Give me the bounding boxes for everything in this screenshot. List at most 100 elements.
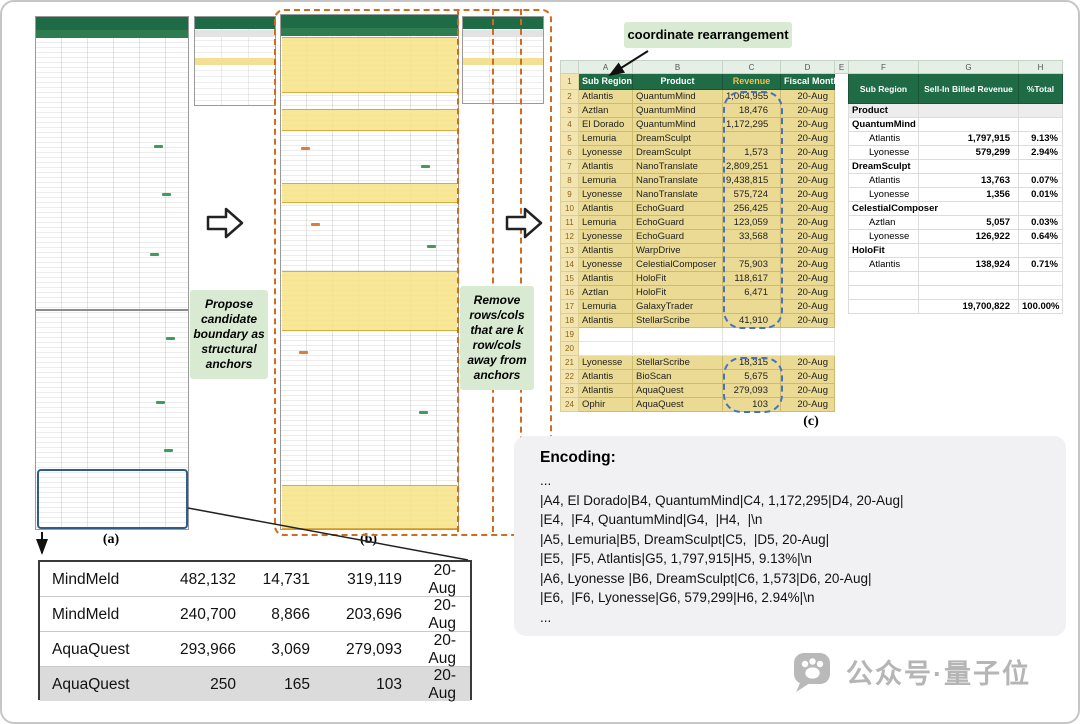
row-number: 5	[560, 131, 579, 146]
cell-sub-region: El Dorado	[578, 117, 633, 132]
sheet-row: 14 Lyonesse CelestialComposer 75,903 20-Aug A…	[560, 257, 1063, 272]
sheet-row: 5 Lemuria DreamSculpt 20-Aug Atlantis 1,797,9…	[560, 131, 1063, 146]
sheet-row: 24 Ophir AquaQuest 103 20-Aug	[560, 397, 1063, 412]
encoding-title: Encoding:	[540, 449, 616, 466]
cell-sub-region: Lemuria	[578, 131, 633, 146]
zoom-cell: AquaQuest	[52, 676, 130, 693]
sheet-row: 18 Atlantis StellarScribe 41,910 20-Aug	[560, 313, 1063, 328]
summary-label: QuantumMind	[848, 117, 919, 132]
row-number: 3	[560, 103, 579, 118]
anchor-row-highlight	[282, 109, 457, 131]
blank-cell	[918, 369, 1019, 384]
row-number: 22	[560, 369, 579, 384]
encoding-line: |A5, Lemuria|B5, DreamSculpt|C5, |D5, 20…	[540, 531, 830, 547]
cell-fiscal-month: 20-Aug	[780, 397, 835, 412]
blank-cell	[1018, 383, 1063, 398]
summary-label: Aztlan	[848, 215, 919, 230]
spacer-cell	[834, 271, 849, 286]
blank-cell	[1018, 341, 1063, 356]
blank-cell	[918, 397, 1019, 412]
header-cell: Product	[632, 73, 723, 90]
cell-fiscal-month: 20-Aug	[780, 383, 835, 398]
cell-product: DreamSculpt	[632, 131, 723, 146]
zoom-cell: 203,696	[345, 606, 402, 623]
summary-pct: 9.13%	[1018, 131, 1063, 146]
summary-highlight-row	[195, 58, 275, 65]
cell-highlight	[419, 411, 428, 414]
panel-label-c: (c)	[803, 414, 819, 429]
cell-fiscal-month: 20-Aug	[780, 117, 835, 132]
cell-product: StellarScribe	[632, 355, 723, 370]
summary-value: 19,700,822	[918, 299, 1019, 314]
spacer-cell	[834, 117, 849, 132]
row-number: 13	[560, 243, 579, 258]
blank-cell	[1018, 397, 1063, 412]
cell-highlight	[299, 351, 308, 354]
candidate-boundary-line	[492, 9, 494, 532]
spacer-cell	[834, 73, 849, 90]
sheet-grid	[36, 38, 188, 529]
summary-value	[918, 201, 1019, 216]
cell-product: CelestialComposer	[632, 257, 723, 272]
summary-pct: 2.94%	[1018, 145, 1063, 160]
cell-fiscal-month: 20-Aug	[780, 145, 835, 160]
blank-cell	[848, 397, 919, 412]
summary-pct	[1018, 271, 1063, 286]
cell-sub-region: Atlantis	[578, 369, 633, 384]
row-number: 2	[560, 89, 579, 104]
sheet-row: 3 Aztlan QuantumMind 18,476 20-Aug Product	[560, 103, 1063, 118]
summary-value	[918, 243, 1019, 258]
encoding-line: |A6, Lyonesse |B6, DreamSculpt|C6, 1,573…	[540, 570, 872, 586]
cell-sub-region: Atlantis	[578, 271, 633, 286]
summary-section-row	[195, 30, 275, 37]
cell-fiscal-month: 20-Aug	[780, 271, 835, 286]
spacer-cell	[834, 187, 849, 202]
summary-label	[848, 285, 919, 300]
cell-fiscal-month: 20-Aug	[780, 103, 835, 118]
panel-a-spreadsheet	[35, 16, 189, 530]
header-cell: Sell-In Billed Revenue	[918, 73, 1019, 104]
cell-revenue: 123,059	[722, 215, 781, 230]
sheet-corner	[560, 60, 579, 74]
zoom-cell: 20-Aug	[428, 562, 456, 597]
panel-b-spreadsheet	[280, 14, 459, 530]
cell-sub-region: Lyonesse	[578, 257, 633, 272]
anchor-row-highlight	[282, 183, 457, 203]
panel-a-summary-table	[194, 16, 276, 106]
zoom-cell: 250	[210, 676, 236, 693]
cell-fiscal-month: 20-Aug	[780, 369, 835, 384]
cell-sub-region: Lyonesse	[578, 187, 633, 202]
cell-highlight	[154, 145, 163, 148]
cell-revenue: 75,903	[722, 257, 781, 272]
cell-highlight	[156, 401, 165, 404]
cell-product: QuantumMind	[632, 117, 723, 132]
cell-sub-region: Atlantis	[578, 383, 633, 398]
cell-sub-region: Atlantis	[578, 89, 633, 104]
zoom-cell: 14,731	[262, 571, 310, 588]
summary-pct: 0.07%	[1018, 173, 1063, 188]
spacer-cell	[834, 89, 849, 104]
summary-label: Atlantis	[848, 131, 919, 146]
sheet-row: 19	[560, 327, 1063, 342]
cell-product: StellarScribe	[632, 313, 723, 328]
column-letter: A	[578, 60, 633, 74]
row-number: 19	[560, 327, 579, 342]
cell-product: EchoGuard	[632, 201, 723, 216]
blank-cell	[1018, 313, 1063, 328]
summary-value: 126,922	[918, 229, 1019, 244]
cell-fiscal-month: 20-Aug	[780, 243, 835, 258]
row-number: 6	[560, 145, 579, 160]
sheet-row: 8 Lemuria NanoTranslate 9,438,815 20-Aug Atla…	[560, 173, 1063, 188]
panel-b-summary-table	[462, 16, 544, 104]
row-number: 15	[560, 271, 579, 286]
summary-highlight-row	[463, 58, 543, 65]
zoom-row: AquaQuest 293,966 3,069 279,093 20-Aug	[40, 632, 470, 667]
blank-cell	[848, 313, 919, 328]
blank-cell	[918, 341, 1019, 356]
encoding-box: Encoding: ... |A4, El Dorado|B4, QuantumM…	[514, 436, 1066, 636]
summary-label: Lyonesse	[848, 145, 919, 160]
encoding-line: |E4, |F4, QuantumMind|G4, |H4, |\n	[540, 512, 763, 527]
sheet-row: 22 Atlantis BioScan 5,675 20-Aug	[560, 369, 1063, 384]
